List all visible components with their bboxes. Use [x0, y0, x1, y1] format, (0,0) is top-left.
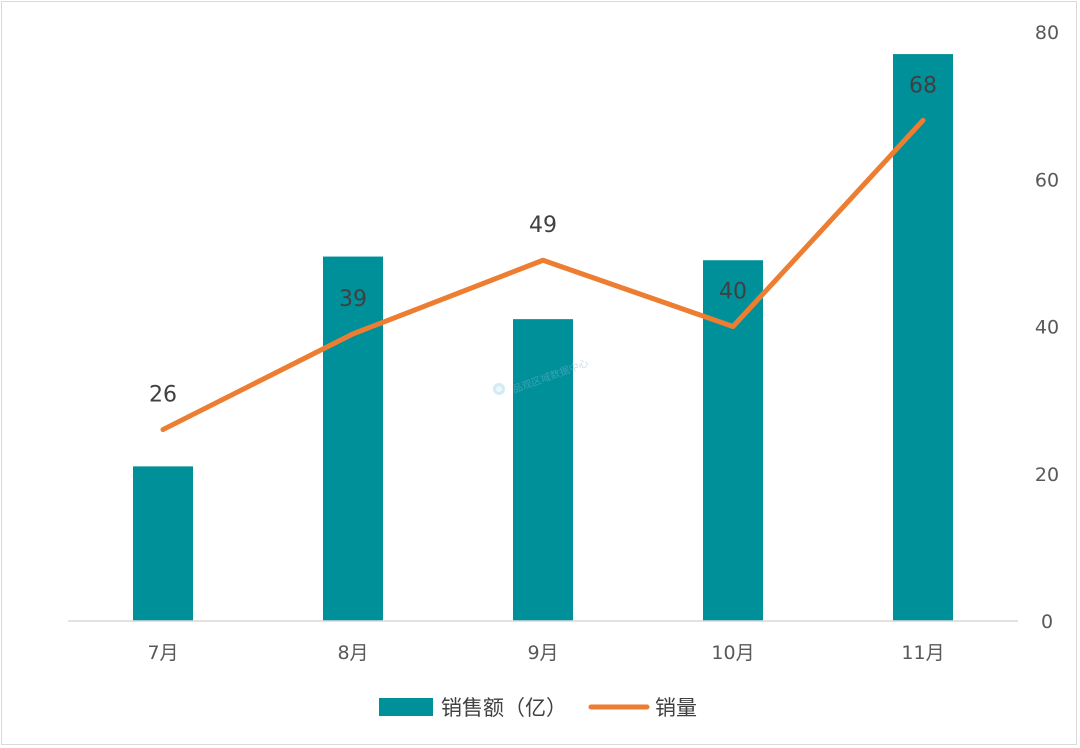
line-data-label-1: 26: [149, 383, 177, 408]
bar-1: [133, 466, 193, 621]
bar-2: [323, 256, 383, 621]
legend-line-label: 销量: [655, 696, 697, 720]
legend-bar-label: 销售额（亿）: [441, 696, 567, 720]
line-data-label-5: 68: [909, 73, 937, 98]
y-tick-label: 60: [1035, 169, 1059, 191]
bar-3: [513, 319, 573, 621]
x-tick-label: 7月: [147, 642, 178, 664]
bar-4: [703, 260, 763, 621]
bar-series: [133, 54, 953, 621]
x-tick-label: 8月: [337, 642, 368, 664]
sales-volume-line: [160, 117, 926, 433]
legend: 销售额（亿） 销量: [379, 696, 697, 720]
bar-5: [893, 54, 953, 621]
y-tick-labels: 0 20 40 60 80: [1035, 22, 1059, 633]
y-tick-label: 20: [1035, 464, 1059, 486]
y-tick-label: 40: [1035, 317, 1059, 339]
y-tick-label: 0: [1041, 611, 1053, 633]
x-tick-label: 9月: [527, 642, 558, 664]
line-series: [160, 117, 926, 433]
line-data-label-2: 39: [339, 287, 367, 312]
x-tick-label: 10月: [711, 642, 754, 664]
line-data-label-4: 40: [719, 280, 747, 305]
x-tick-labels: 7月 8月 9月 10月 11月: [147, 642, 944, 664]
x-tick-label: 11月: [901, 642, 944, 664]
y-tick-label: 80: [1035, 22, 1059, 44]
line-data-label-3: 49: [529, 213, 557, 238]
data-labels: 26 39 49 40 68: [149, 73, 937, 407]
legend-bar-swatch: [379, 698, 433, 716]
